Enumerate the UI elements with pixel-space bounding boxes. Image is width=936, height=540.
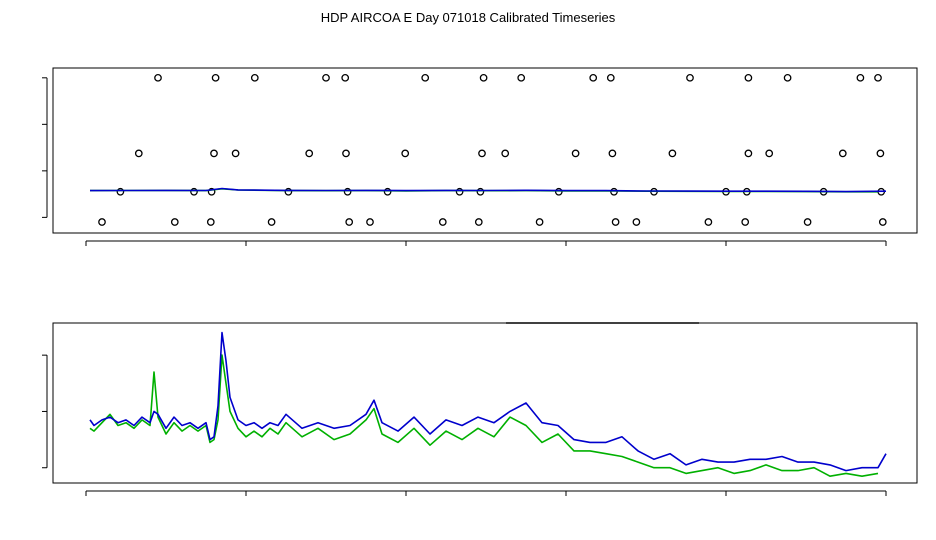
flag-point xyxy=(632,218,641,226)
flag-point xyxy=(878,218,887,226)
flag-point xyxy=(98,218,106,226)
top-panel xyxy=(42,67,918,246)
series-line-green xyxy=(89,354,879,478)
flag-point xyxy=(267,218,276,226)
flag-point xyxy=(856,73,865,82)
flag-point xyxy=(455,187,464,196)
flag-point xyxy=(686,73,694,82)
flag-point xyxy=(211,73,220,82)
series-line-calibrated-co2-blue- xyxy=(89,187,887,193)
flag-point xyxy=(231,149,240,158)
chart-title: HDP AIRCOA E Day 071018 Calibrated Times… xyxy=(321,10,616,25)
flag-point xyxy=(342,149,350,158)
bottom-panel xyxy=(42,322,918,496)
flag-point xyxy=(190,187,198,196)
flag-point xyxy=(478,149,486,158)
plot-frame xyxy=(52,322,918,484)
flag-point xyxy=(366,218,374,226)
flag-point xyxy=(535,218,544,226)
flag-point xyxy=(838,149,847,158)
flag-point xyxy=(250,73,259,82)
flag-point xyxy=(170,218,179,226)
flag-point xyxy=(517,73,526,82)
flag-point xyxy=(554,187,563,196)
flag-point xyxy=(741,218,750,226)
flag-point xyxy=(305,149,314,158)
plot-frame xyxy=(52,67,918,234)
flag-point xyxy=(606,73,615,82)
flag-point xyxy=(704,218,713,226)
flag-point xyxy=(341,73,350,82)
flag-point xyxy=(438,218,447,226)
flag-point xyxy=(207,187,216,196)
flag-point xyxy=(501,149,510,158)
flag-point xyxy=(134,149,143,158)
flag-point xyxy=(479,73,488,82)
flag-point xyxy=(345,218,354,226)
flag-point xyxy=(765,149,774,158)
flag-point xyxy=(744,73,753,82)
flag-point xyxy=(668,149,677,158)
flag-point xyxy=(803,218,812,226)
flag-point xyxy=(284,187,293,196)
flag-point xyxy=(874,73,882,82)
flag-point xyxy=(611,218,620,226)
flag-point xyxy=(421,73,430,82)
flag-point xyxy=(476,187,485,196)
flag-point xyxy=(608,149,617,158)
flag-point xyxy=(744,149,753,158)
flag-point xyxy=(783,73,792,82)
flag-point xyxy=(876,149,885,158)
flag-point xyxy=(610,187,618,196)
flag-point xyxy=(571,149,580,158)
flag-point xyxy=(589,73,598,82)
flag-point xyxy=(322,73,330,82)
flag-point xyxy=(474,218,483,226)
flag-point xyxy=(210,149,218,158)
flag-point xyxy=(154,73,162,82)
flag-point xyxy=(116,187,125,196)
flag-point xyxy=(343,187,352,196)
series-line-blue xyxy=(89,331,887,472)
flag-point xyxy=(383,187,392,196)
flag-point xyxy=(206,218,215,226)
flag-point xyxy=(401,149,410,158)
